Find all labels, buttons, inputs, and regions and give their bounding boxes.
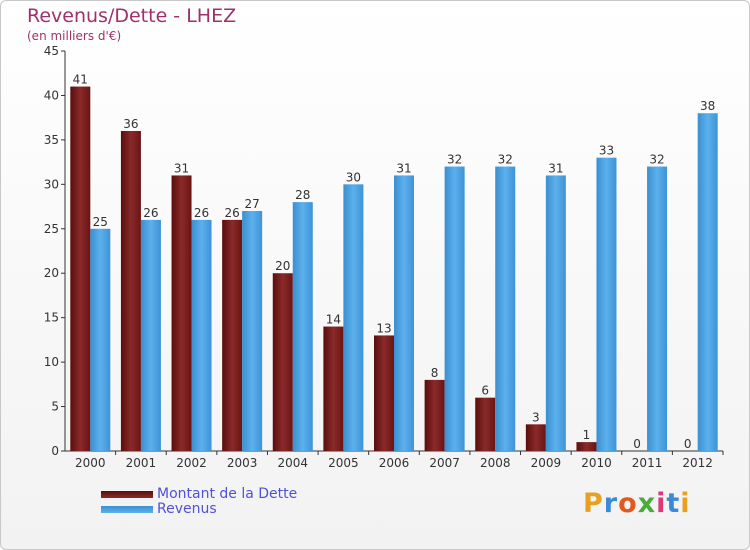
y-tick-label: 35 xyxy=(44,133,59,147)
bar-revenue xyxy=(191,219,212,451)
data-label: 3 xyxy=(532,410,540,424)
legend-label-debt: Montant de la Dette xyxy=(157,486,298,502)
bar-debt xyxy=(475,397,496,451)
bar-debt xyxy=(323,326,344,451)
data-label: 14 xyxy=(326,313,341,327)
legend-label-revenue: Revenus xyxy=(157,501,217,517)
data-label: 32 xyxy=(447,153,462,167)
data-label: 26 xyxy=(143,206,158,220)
x-tick-label: 2007 xyxy=(429,456,460,470)
y-tick-label: 45 xyxy=(44,44,59,58)
logo-letter: i xyxy=(680,488,691,519)
data-label: 26 xyxy=(225,206,240,220)
y-tick-label: 30 xyxy=(44,177,59,191)
bar-debt xyxy=(120,131,141,451)
bar-revenue xyxy=(292,202,313,451)
bar-revenue xyxy=(140,219,161,451)
y-tick-label: 10 xyxy=(44,355,59,369)
data-label: 28 xyxy=(295,188,310,202)
logo-letter: i xyxy=(656,488,667,519)
x-tick-label: 2012 xyxy=(682,456,713,470)
x-tick-label: 2002 xyxy=(176,456,207,470)
legend-swatch-debt xyxy=(101,491,153,498)
y-tick-label: 0 xyxy=(51,444,59,458)
x-tick-label: 2000 xyxy=(75,456,106,470)
x-tick-label: 2010 xyxy=(581,456,612,470)
bar-debt xyxy=(171,175,192,451)
data-label: 26 xyxy=(194,206,209,220)
logo-letter: t xyxy=(666,488,681,519)
bar-debt xyxy=(70,86,91,452)
y-tick-label: 20 xyxy=(44,266,59,280)
bar-revenue xyxy=(495,166,516,452)
x-tick-label: 2008 xyxy=(480,456,511,470)
bar-debt xyxy=(272,273,293,451)
data-label: 33 xyxy=(599,144,614,158)
data-label: 6 xyxy=(481,384,489,398)
bar-revenue xyxy=(647,166,668,452)
bar-debt xyxy=(525,424,546,451)
logo-letter: x xyxy=(637,488,657,519)
data-label: 32 xyxy=(649,153,664,167)
x-tick-label: 2003 xyxy=(227,456,258,470)
bar-debt xyxy=(374,335,394,451)
x-tick-label: 2005 xyxy=(328,456,359,470)
y-tick-label: 15 xyxy=(44,311,59,325)
logo-letter: r xyxy=(603,488,619,519)
logo-letter: P xyxy=(583,488,604,519)
data-label: 41 xyxy=(73,73,88,87)
bar-revenue xyxy=(444,166,465,452)
x-tick-label: 2009 xyxy=(531,456,562,470)
data-label: 25 xyxy=(93,215,108,229)
bar-revenue xyxy=(697,113,718,451)
data-label: 31 xyxy=(548,161,563,175)
bar-debt xyxy=(222,219,243,451)
data-label: 13 xyxy=(376,321,391,335)
data-label: 30 xyxy=(346,170,361,184)
data-label: 36 xyxy=(123,117,138,131)
data-label: 0 xyxy=(684,437,692,451)
data-label: 31 xyxy=(396,161,411,175)
y-tick-label: 25 xyxy=(44,222,59,236)
x-tick-label: 2006 xyxy=(379,456,410,470)
data-label: 38 xyxy=(700,99,715,113)
x-tick-label: 2011 xyxy=(632,456,663,470)
bar-revenue xyxy=(545,175,566,451)
y-tick-label: 40 xyxy=(44,88,59,102)
proxiti-logo: Proxiti xyxy=(583,488,691,519)
chart-title: Revenus/Dette - LHEZ xyxy=(27,5,237,27)
data-label: 32 xyxy=(498,153,513,167)
chart-bars xyxy=(70,86,718,452)
bar-revenue xyxy=(242,211,263,451)
data-label: 27 xyxy=(245,197,260,211)
y-tick-label: 5 xyxy=(51,400,59,414)
x-tick-label: 2004 xyxy=(277,456,308,470)
bar-revenue xyxy=(596,157,617,451)
data-label: 0 xyxy=(633,437,641,451)
x-tick-label: 2001 xyxy=(126,456,157,470)
chart-subtitle: (en milliers d'€) xyxy=(27,29,122,43)
legend-swatch-revenue xyxy=(101,506,153,513)
data-label: 20 xyxy=(275,259,290,273)
bar-revenue xyxy=(394,175,414,451)
data-label: 1 xyxy=(583,428,591,442)
bar-debt xyxy=(424,379,445,451)
bar-revenue xyxy=(90,228,111,451)
bar-revenue xyxy=(343,184,364,452)
logo-letter: o xyxy=(618,488,638,519)
bar-debt xyxy=(576,442,597,451)
data-label: 31 xyxy=(174,161,189,175)
data-label: 8 xyxy=(431,366,439,380)
